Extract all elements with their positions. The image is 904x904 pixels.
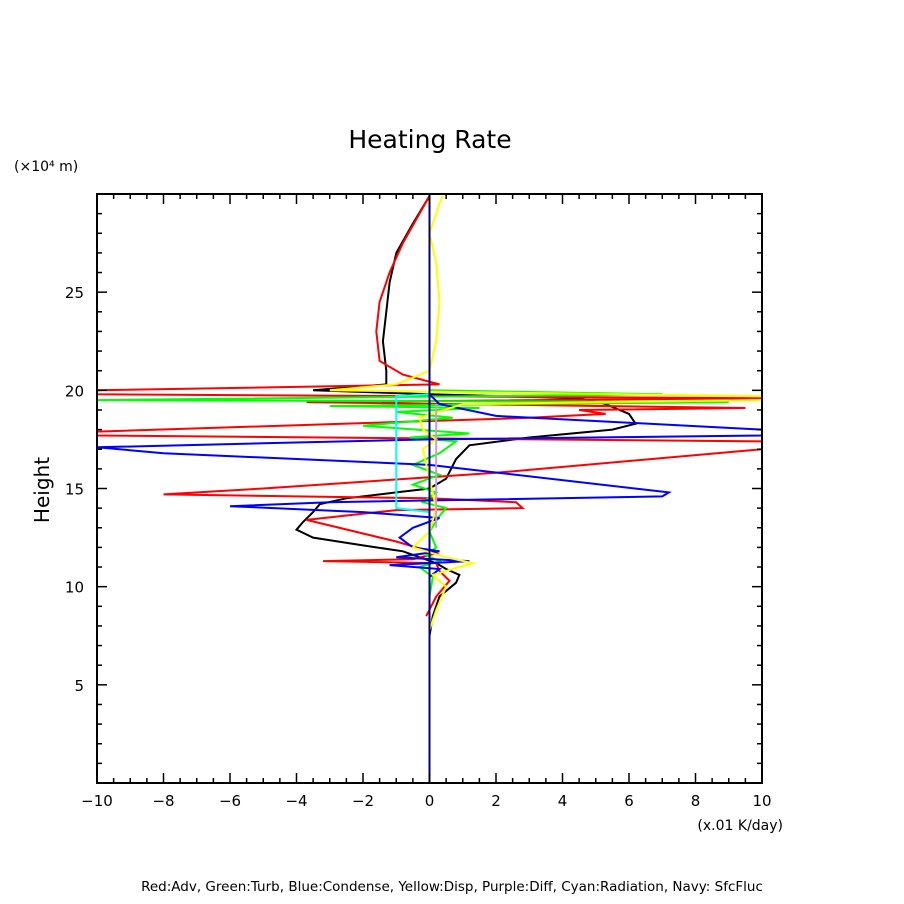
- x-tick-label: 2: [491, 792, 501, 810]
- y-tick-label: 5: [74, 677, 84, 695]
- x-tick-label: −8: [152, 792, 174, 810]
- y-tick-label: 10: [65, 579, 84, 597]
- x-tick-label: −4: [285, 792, 307, 810]
- y-tick-label: 20: [65, 382, 84, 400]
- series-line-disp: [329, 195, 762, 631]
- legend-text: Red:Adv, Green:Turb, Blue:Condense, Yell…: [141, 879, 763, 895]
- x-axis-label: (x.01 K/day): [697, 818, 783, 834]
- x-tick-label: −10: [81, 792, 113, 810]
- x-tick-label: 0: [425, 792, 435, 810]
- series-line-condense: [97, 393, 762, 578]
- axes-layer: −10 −8 −6 −4 −2 0 2 4 6 8 10 5 10 15 20 25: [65, 193, 772, 810]
- x-tick-label: 4: [558, 792, 568, 810]
- x-tick-label: 10: [752, 792, 771, 810]
- x-tick-label: −6: [219, 792, 241, 810]
- series-line-radiation: [395, 393, 430, 514]
- x-tick-label: −2: [352, 792, 374, 810]
- y-tick-label: 15: [65, 481, 84, 499]
- y-unit-label: (×10⁴ m): [14, 159, 78, 175]
- x-tick-label: 8: [691, 792, 701, 810]
- chart-title: Heating Rate: [348, 125, 511, 154]
- y-tick-label: 25: [65, 284, 84, 302]
- y-axis-label: Height: [30, 457, 54, 523]
- series-layer: [97, 194, 762, 783]
- x-tick-label: 6: [624, 792, 634, 810]
